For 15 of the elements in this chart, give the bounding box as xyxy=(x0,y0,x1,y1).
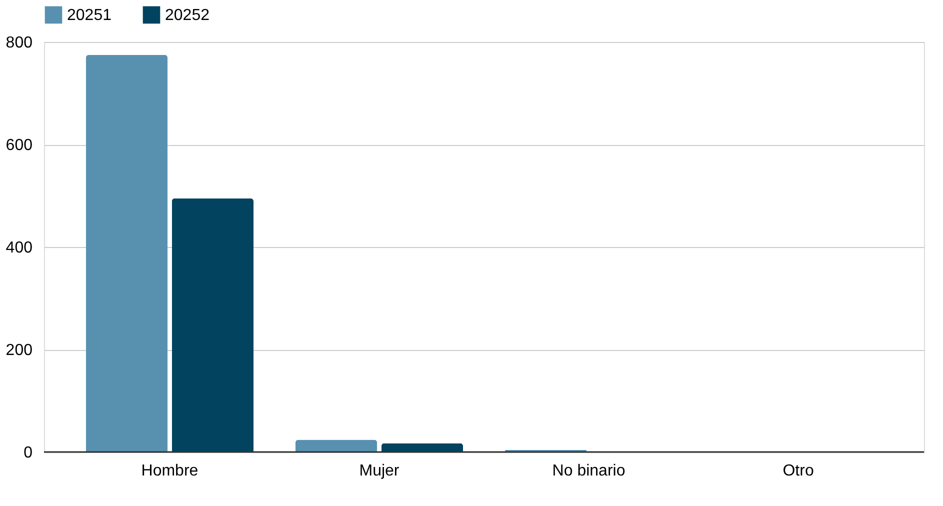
x-tick-label: Otro xyxy=(782,462,814,480)
x-tick-label: No binario xyxy=(552,462,626,480)
x-tick-label: Mujer xyxy=(359,462,400,480)
bar xyxy=(381,443,464,452)
y-tick-label: 200 xyxy=(6,342,33,359)
y-tick-label: 400 xyxy=(6,240,33,256)
bar xyxy=(172,198,254,452)
x-tick-label: Hombre xyxy=(141,462,198,480)
y-tick-label: 0 xyxy=(24,444,33,462)
bar xyxy=(86,54,168,452)
legend-label: 20251 xyxy=(67,6,112,24)
bar xyxy=(295,440,378,452)
y-tick-label: 800 xyxy=(6,34,33,52)
legend-label: 20252 xyxy=(165,6,210,24)
y-tick-label: 600 xyxy=(6,137,33,154)
